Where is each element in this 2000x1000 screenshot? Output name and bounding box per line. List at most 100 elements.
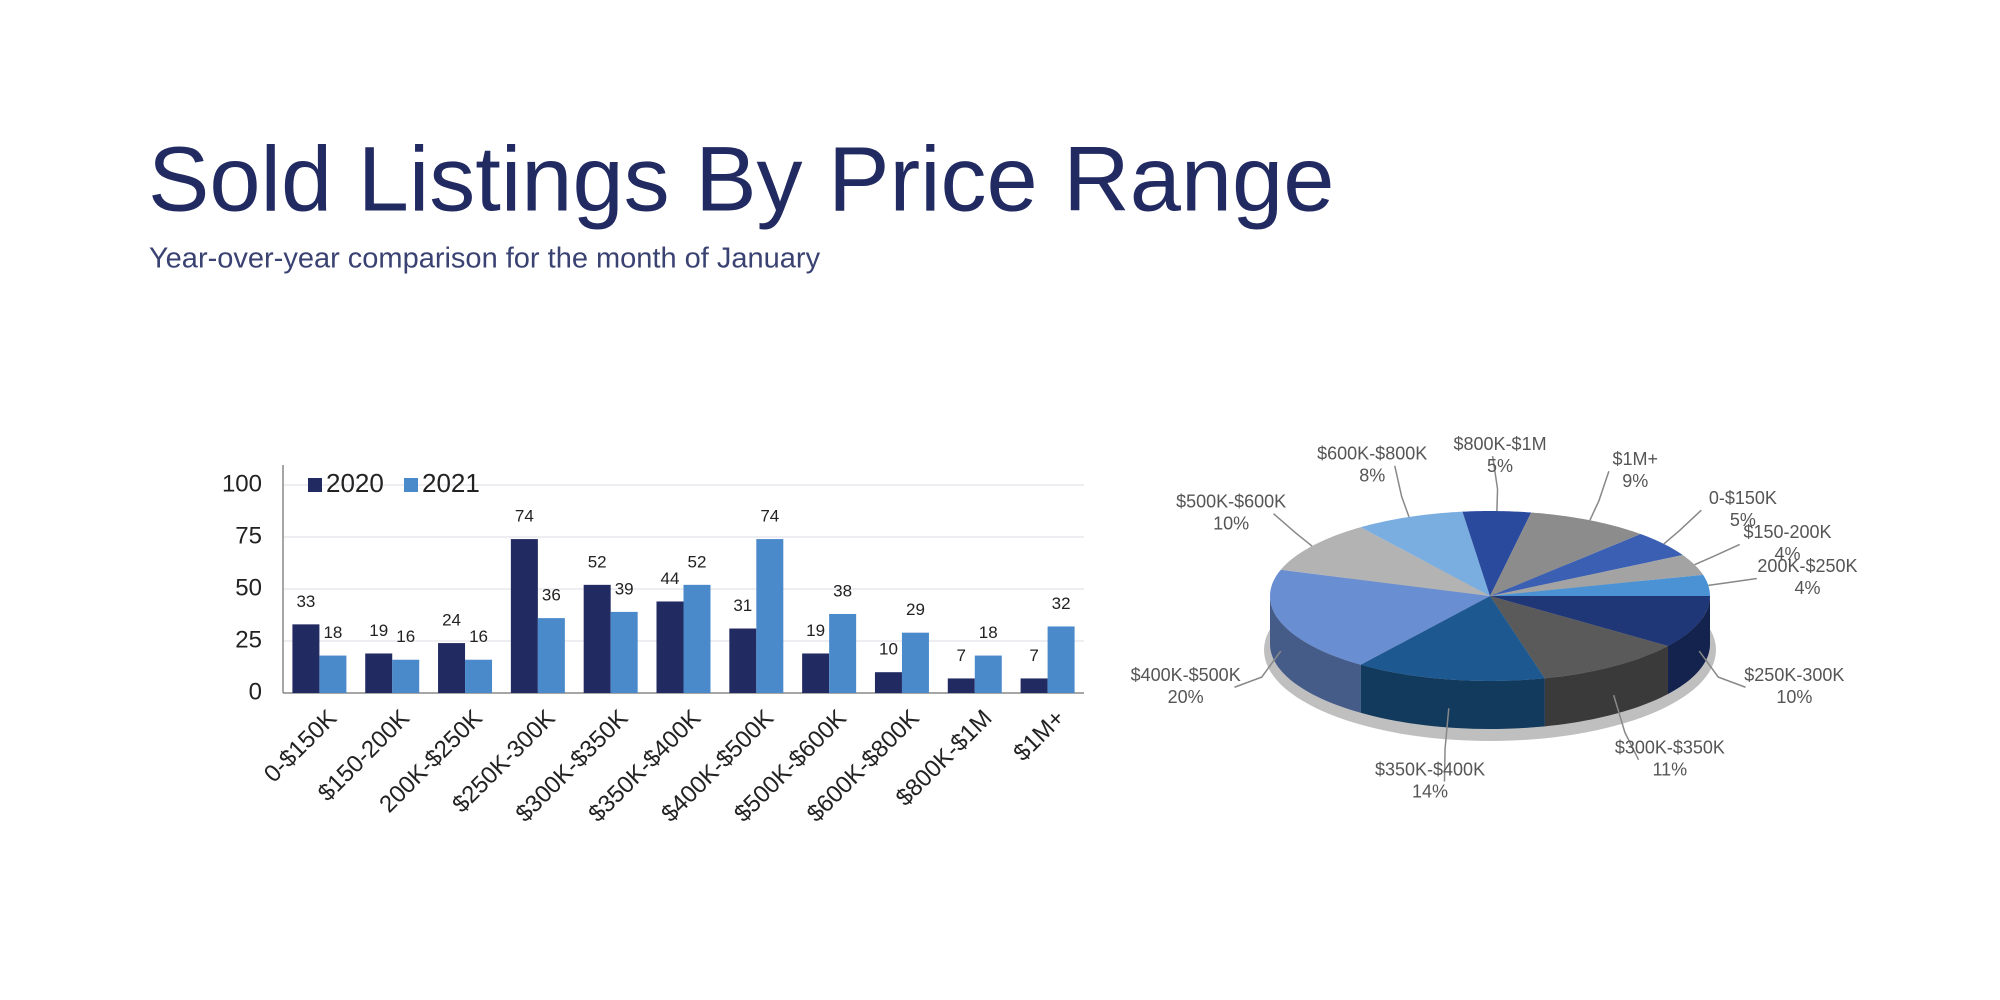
bar	[610, 611, 638, 693]
slide-subtitle: Year-over-year comparison for the month …	[149, 243, 821, 275]
data-label: 38	[833, 581, 852, 600]
bar	[537, 618, 565, 693]
data-label: 52	[688, 552, 707, 571]
pie-percent: 10%	[1776, 687, 1812, 707]
data-label: 29	[906, 600, 925, 619]
pie-slice	[1462, 511, 1532, 596]
pie-side	[1360, 664, 1545, 729]
pie-percent: 20%	[1168, 687, 1204, 707]
bar	[656, 601, 684, 693]
pie-slice	[1360, 511, 1490, 596]
legend-label: 2020	[326, 468, 384, 498]
bar	[510, 539, 538, 693]
pie-percent: 4%	[1775, 544, 1801, 564]
data-label: 36	[542, 586, 561, 605]
slide-title: Sold Listings By Price Range	[148, 128, 1334, 230]
data-label: 74	[760, 507, 779, 526]
data-label: 18	[323, 623, 342, 642]
leader-line	[1694, 543, 1741, 566]
data-label: 44	[661, 569, 680, 588]
bar	[292, 624, 320, 693]
leader-line	[1698, 650, 1746, 688]
pie-side	[1544, 645, 1668, 727]
legend-swatch	[404, 478, 418, 492]
pie-percent: 14%	[1412, 781, 1448, 801]
bar	[802, 653, 830, 693]
pie-label: $500K-$600K	[1176, 491, 1286, 511]
bar	[583, 584, 611, 693]
bar	[829, 613, 857, 693]
leader-line	[1273, 513, 1313, 547]
leader-line	[1234, 650, 1282, 688]
bar	[901, 632, 929, 693]
data-label: 10	[879, 640, 898, 659]
bar	[438, 643, 466, 693]
bar	[392, 659, 420, 693]
leader-line	[1589, 471, 1610, 521]
pie-side-shade	[1360, 664, 1545, 729]
legend-swatch	[308, 478, 322, 492]
data-label: 52	[588, 552, 607, 571]
pie-label: $150-200K	[1743, 522, 1831, 542]
pie-side	[1667, 596, 1710, 694]
pie-side	[1270, 596, 1361, 713]
pie-side-shade	[1544, 645, 1668, 727]
data-label: 32	[1052, 594, 1071, 613]
data-label: 19	[369, 621, 388, 640]
pie-slice	[1360, 596, 1545, 681]
data-label: 33	[296, 592, 315, 611]
pie-label: $1M+	[1613, 449, 1659, 469]
bar	[947, 678, 975, 693]
x-tick-label: $1M+	[1008, 705, 1070, 767]
data-label: 39	[615, 579, 634, 598]
pie-percent: 9%	[1622, 471, 1648, 491]
bar	[974, 655, 1002, 693]
bar	[465, 659, 493, 693]
pie-slice	[1280, 527, 1490, 596]
leader-line	[1612, 694, 1640, 761]
pie-label: $800K-$1M	[1454, 434, 1547, 454]
pie-slice	[1490, 596, 1668, 679]
data-label: 7	[957, 646, 966, 665]
y-tick-label: 0	[249, 678, 262, 705]
pie-label: $400K-$500K	[1131, 665, 1241, 685]
y-tick-label: 25	[235, 626, 262, 653]
data-label: 16	[469, 627, 488, 646]
pie-percent: 10%	[1213, 513, 1249, 533]
pie-slice	[1490, 555, 1704, 596]
bar	[683, 584, 711, 693]
pie-side-shade	[1270, 596, 1361, 713]
pie-label: $300K-$350K	[1615, 738, 1725, 758]
bar	[319, 655, 347, 693]
leader-line	[1663, 509, 1702, 545]
bar	[1020, 678, 1048, 693]
data-label: 31	[733, 596, 752, 615]
pie-slice	[1490, 534, 1683, 596]
pie-percent: 5%	[1487, 456, 1513, 476]
pie-label: 200K-$250K	[1757, 556, 1857, 576]
data-label: 16	[396, 627, 415, 646]
pie-percent: 8%	[1359, 466, 1385, 486]
bar	[756, 539, 784, 693]
bar	[365, 653, 393, 693]
data-label: 7	[1029, 646, 1038, 665]
pie-label: $600K-$800K	[1317, 444, 1427, 464]
y-tick-label: 50	[235, 574, 262, 601]
pie-slice	[1490, 596, 1710, 646]
pie-label: $350K-$400K	[1375, 759, 1485, 779]
pie-slice	[1490, 512, 1641, 596]
pie-percent: 5%	[1730, 510, 1756, 530]
pie-label: 0-$150K	[1709, 488, 1777, 508]
leader-line	[1708, 577, 1757, 587]
data-label: 19	[806, 621, 825, 640]
bar	[1047, 626, 1075, 693]
pie-slice	[1270, 569, 1490, 665]
pie-slice	[1490, 574, 1710, 596]
pie-percent: 4%	[1794, 578, 1820, 598]
pie-percent: 11%	[1653, 760, 1688, 780]
data-label: 24	[442, 611, 461, 630]
legend-label: 2021	[422, 468, 480, 498]
bar	[874, 672, 902, 693]
leader-line	[1491, 455, 1499, 512]
